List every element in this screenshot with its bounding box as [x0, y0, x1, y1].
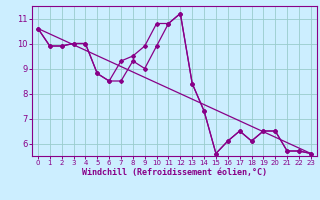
X-axis label: Windchill (Refroidissement éolien,°C): Windchill (Refroidissement éolien,°C)	[82, 168, 267, 177]
